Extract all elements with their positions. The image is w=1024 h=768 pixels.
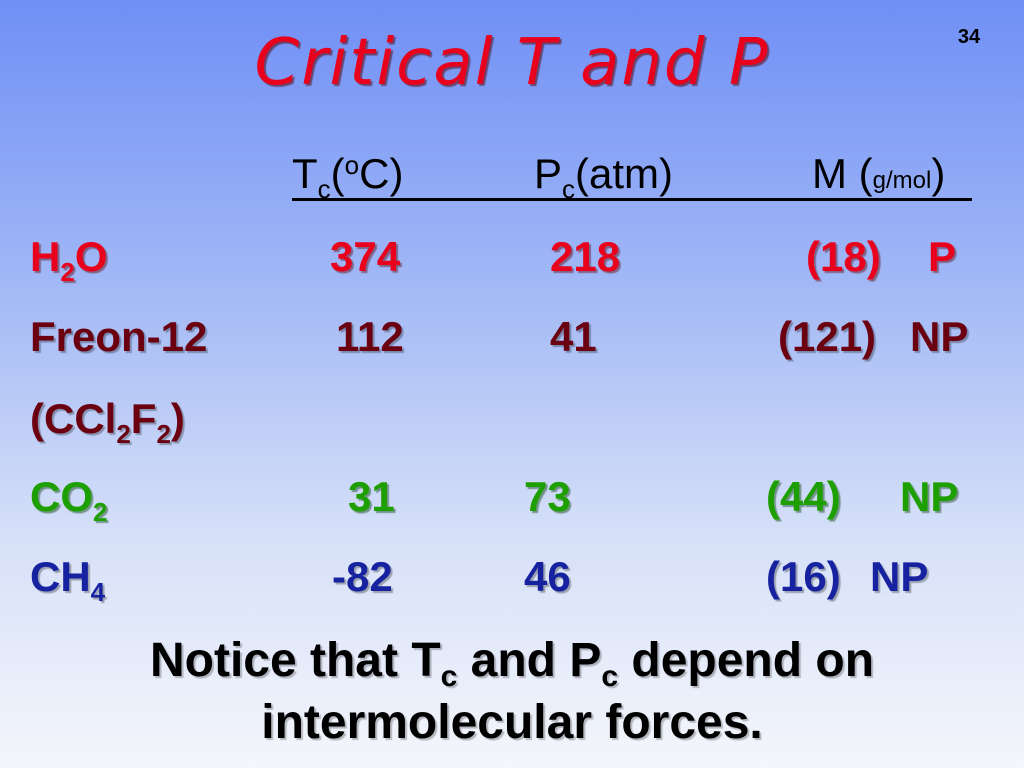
h2o-name-sub: 2 [60, 257, 75, 287]
header-tc-sub: c [317, 174, 331, 204]
row-co2-pc: 73 [524, 473, 571, 520]
row-freon-tc: 112 [336, 313, 404, 360]
header-tc-main: T [292, 150, 318, 197]
ccl2f2-sub2: 2 [156, 419, 171, 449]
row-co2-tc: 31 [348, 473, 395, 520]
notice-sub2: c [601, 660, 619, 693]
row-ch4-polarity: NP [870, 553, 929, 600]
row-h2o-tc: 374 [330, 233, 401, 280]
ch4-name-a: CH [30, 553, 91, 600]
row-ch4-tc: -82 [332, 553, 393, 600]
header-tc-degree: o [344, 150, 360, 180]
header-m-open: M ( [812, 150, 873, 197]
header-m: M (g/mol) [812, 153, 945, 195]
co2-name-sub: 2 [93, 497, 108, 527]
notice-part2: and P [457, 634, 602, 687]
notice-part1: Notice that T [149, 634, 441, 687]
row-freon-pc: 41 [550, 313, 597, 360]
ch4-name-sub: 4 [90, 577, 106, 607]
row-h2o-pc: 218 [550, 233, 621, 280]
ccl2f2-a: (CCl [30, 395, 117, 442]
header-tc: Tc(oC) [292, 150, 404, 202]
h2o-name-b: O [74, 233, 108, 280]
row-ch4-pc: 46 [524, 553, 571, 600]
h2o-name-a: H [30, 233, 61, 280]
notice-line-2: intermolecular forces. [261, 696, 763, 749]
ccl2f2-c: ) [170, 395, 185, 442]
co2-name-a: CO [30, 473, 93, 520]
row-co2-m: (44) [766, 473, 841, 520]
notice-line-1: Notice that Tc and Pc depend on [0, 630, 1024, 692]
row-freon-formula: (CCl2F2) [30, 395, 185, 448]
row-co2-polarity: NP [900, 473, 959, 520]
header-pc: Pc(atm) [534, 150, 674, 203]
header-pc-main: P [534, 150, 563, 197]
notice-text: Notice that Tc and Pc depend on intermol… [0, 630, 1024, 754]
slide-title: Critical T and P [254, 26, 770, 100]
ccl2f2-b: F [130, 395, 157, 442]
header-tc-close: C) [359, 150, 404, 197]
row-h2o-m: (18) [806, 233, 881, 280]
header-pc-sub: c [562, 174, 576, 204]
notice-sub1: c [440, 660, 458, 693]
row-freon-polarity: NP [910, 313, 969, 360]
row-co2-name: CO2 [30, 473, 107, 526]
row-ch4-m: (16) [766, 553, 841, 600]
notice-part3: depend on [618, 634, 875, 687]
header-pc-unit: (atm) [575, 150, 674, 197]
ccl2f2-sub1: 2 [116, 419, 131, 449]
slide-number: 34 [957, 26, 981, 48]
row-freon-name: Freon-12 [30, 313, 208, 360]
header-m-unit: g/mol [872, 167, 932, 194]
row-h2o-polarity: P [928, 233, 957, 280]
header-underline [292, 198, 972, 201]
row-h2o-name: H2O [30, 233, 108, 286]
row-ch4-name: CH4 [30, 553, 105, 606]
header-m-close: ) [931, 150, 946, 197]
header-tc-open: ( [330, 150, 345, 197]
row-freon-m: (121) [778, 313, 877, 360]
